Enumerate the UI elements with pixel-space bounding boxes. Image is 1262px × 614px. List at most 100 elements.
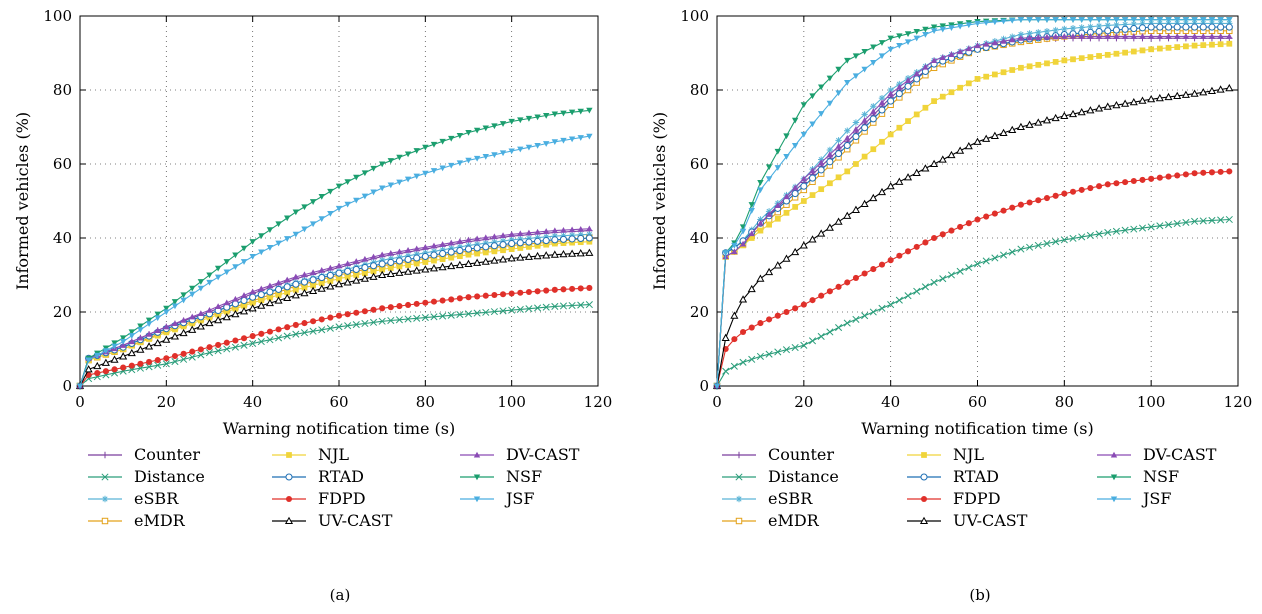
- legend-label: eSBR: [134, 489, 179, 508]
- data-point: [1207, 86, 1216, 94]
- data-point: [1018, 64, 1024, 71]
- legend-item: eMDR: [88, 511, 186, 530]
- data-point: [1078, 186, 1085, 193]
- data-point: [370, 268, 377, 275]
- data-point: [568, 136, 576, 143]
- data-point: [551, 227, 559, 234]
- data-point: [1165, 20, 1172, 27]
- x-tick-label: 120: [584, 393, 613, 411]
- data-point: [231, 300, 239, 308]
- data-point: [965, 22, 973, 29]
- data-point: [336, 275, 342, 282]
- data-point: [1087, 185, 1094, 192]
- data-point: [782, 254, 791, 262]
- y-tick-label: 20: [690, 303, 709, 321]
- data-point: [456, 160, 464, 167]
- legend-item: Counter: [88, 445, 200, 464]
- data-point: [102, 348, 110, 355]
- legend-swatch-marker: [285, 495, 293, 503]
- data-point: [844, 57, 851, 64]
- data-point: [430, 242, 438, 249]
- data-point: [206, 306, 213, 313]
- data-point: [206, 344, 213, 351]
- data-point: [904, 31, 912, 37]
- data-point: [1139, 33, 1146, 39]
- data-point: [748, 208, 755, 214]
- data-point: [396, 154, 403, 161]
- data-point: [1174, 172, 1181, 179]
- data-point: [1026, 30, 1033, 37]
- data-point: [94, 370, 101, 377]
- data-point: [525, 305, 533, 313]
- data-point: [448, 162, 455, 169]
- data-point: [180, 297, 187, 304]
- data-point: [913, 28, 920, 35]
- data-point: [740, 328, 747, 336]
- data-point: [1104, 33, 1111, 39]
- legend-item: FDPD: [907, 489, 1001, 508]
- data-point: [439, 241, 446, 247]
- data-point: [119, 342, 127, 348]
- data-point: [430, 248, 438, 255]
- legend-item: FDPD: [272, 489, 366, 508]
- data-point: [353, 197, 360, 204]
- data-point: [137, 327, 144, 333]
- data-point: [137, 334, 144, 341]
- data-point: [896, 83, 903, 90]
- data-point: [352, 276, 361, 284]
- series-line: [79, 304, 590, 387]
- data-point: [223, 308, 230, 315]
- data-point: [525, 229, 533, 236]
- data-point: [931, 234, 938, 242]
- legend-0: Counter Distance eSBR eMDR NJL RTAD FDPD UV-CAS…: [88, 445, 580, 530]
- x-axis-label: Warning notification time (s): [223, 419, 456, 438]
- y-axis-label: Informed vehicles (%): [650, 112, 669, 290]
- data-point: [817, 229, 826, 237]
- data-point: [870, 103, 877, 110]
- data-point: [1052, 26, 1059, 34]
- data-point: [284, 324, 291, 331]
- data-point: [534, 142, 541, 149]
- data-point: [1069, 25, 1077, 32]
- data-point: [266, 336, 274, 344]
- data-point: [800, 198, 807, 204]
- data-point: [913, 243, 920, 250]
- data-point: [843, 211, 852, 219]
- data-point: [1035, 17, 1042, 23]
- data-point: [482, 154, 489, 160]
- data-point: [1078, 24, 1085, 31]
- data-point: [222, 312, 231, 321]
- legend-swatch-marker: [473, 496, 481, 503]
- data-point: [800, 102, 808, 108]
- data-point: [964, 142, 973, 150]
- data-point: [266, 282, 274, 289]
- data-point: [353, 258, 360, 264]
- data-point: [206, 279, 213, 286]
- data-point: [525, 144, 533, 151]
- data-point: [396, 248, 403, 255]
- data-point: [1017, 35, 1025, 41]
- legend-item: NSF: [1097, 467, 1179, 486]
- data-point: [145, 331, 153, 337]
- data-point: [163, 329, 170, 336]
- data-point: [353, 309, 360, 316]
- data-point: [921, 283, 929, 291]
- data-point: [1035, 197, 1042, 204]
- data-point: [369, 262, 378, 270]
- data-point: [765, 176, 773, 182]
- data-point: [560, 232, 567, 239]
- legend-item: JSF: [460, 489, 534, 508]
- data-point: [551, 139, 559, 145]
- data-point: [1155, 93, 1164, 102]
- data-point: [292, 209, 300, 216]
- data-point: [1139, 47, 1146, 54]
- data-point: [318, 266, 325, 273]
- data-point: [1138, 24, 1147, 32]
- data-point: [731, 248, 738, 255]
- data-point: [551, 236, 559, 244]
- data-point: [1112, 100, 1121, 109]
- data-point: [1026, 17, 1033, 23]
- data-point: [1078, 17, 1085, 23]
- data-point: [300, 288, 309, 297]
- data-point: [430, 141, 438, 148]
